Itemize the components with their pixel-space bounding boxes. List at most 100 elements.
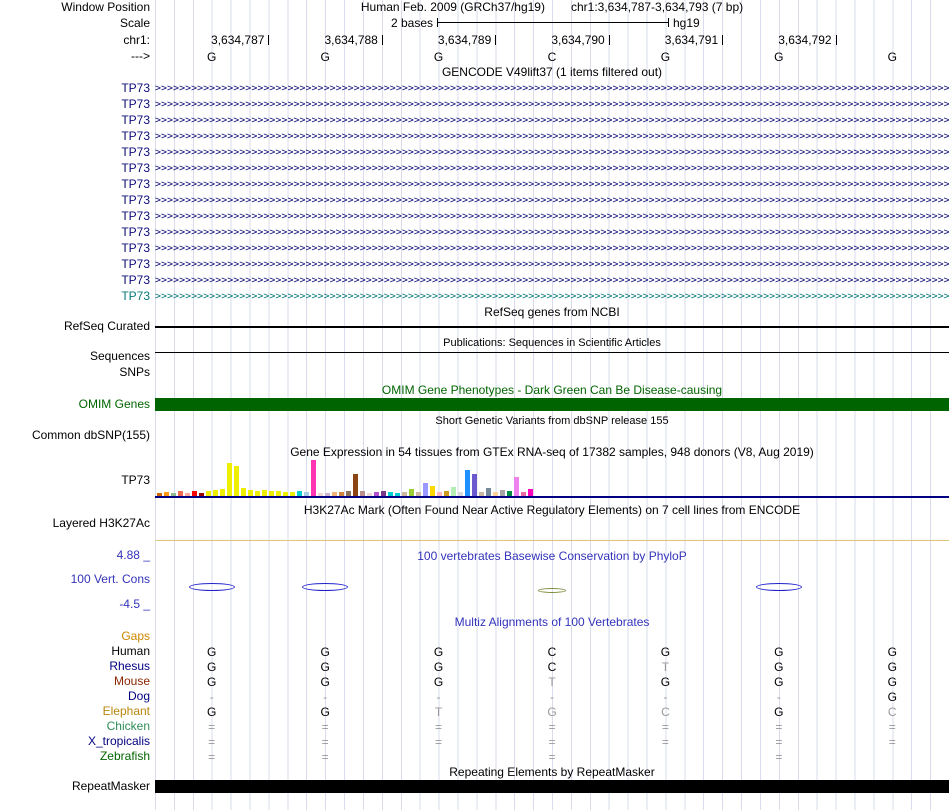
gtex-tissue-bar[interactable] [493, 492, 498, 496]
species-label-zebrafish[interactable]: Zebrafish [99, 749, 150, 763]
track-label-100-vert-cons[interactable]: 100 Vert. Cons [70, 572, 150, 586]
gene-item[interactable]: >>>>>>>>>>>>>>>>>>>>>>>>>>>>>>>>>>>>>>>>… [155, 131, 949, 142]
gtex-tissue-bar[interactable] [185, 493, 190, 496]
track-title-dbsnp[interactable]: Short Genetic Variants from dbSNP releas… [435, 415, 669, 427]
gene-item[interactable]: >>>>>>>>>>>>>>>>>>>>>>>>>>>>>>>>>>>>>>>>… [155, 259, 949, 270]
gtex-tissue-bar[interactable] [255, 491, 260, 496]
gene-item[interactable]: >>>>>>>>>>>>>>>>>>>>>>>>>>>>>>>>>>>>>>>>… [155, 243, 949, 254]
gtex-tissue-bar[interactable] [311, 460, 316, 496]
gtex-tissue-bar[interactable] [304, 492, 309, 496]
gtex-tissue-bar[interactable] [472, 474, 477, 496]
species-label-chicken[interactable]: Chicken [106, 719, 150, 733]
gene-item-label[interactable]: TP73 [121, 113, 150, 127]
track-title-repeatmasker[interactable]: Repeating Elements by RepeatMasker [449, 765, 655, 779]
gtex-tissue-bar[interactable] [423, 483, 428, 496]
track-title-conservation[interactable]: 100 vertebrates Basewise Conservation by… [417, 549, 687, 563]
species-label-rhesus[interactable]: Rhesus [109, 659, 150, 673]
gtex-tissue-bar[interactable] [276, 491, 281, 496]
gtex-tissue-bar[interactable] [402, 492, 407, 496]
track-title-h3k27ac[interactable]: H3K27Ac Mark (Often Found Near Active Re… [303, 503, 801, 517]
gtex-tissue-bar[interactable] [444, 491, 449, 496]
gtex-tissue-bar[interactable] [367, 493, 372, 496]
gtex-tissue-bar[interactable] [479, 492, 484, 496]
gene-item-label[interactable]: TP73 [121, 225, 150, 239]
gtex-tissue-bar[interactable] [346, 491, 351, 496]
gtex-tissue-bar[interactable] [171, 493, 176, 496]
track-label-gtex-gene[interactable]: TP73 [121, 473, 150, 487]
gtex-tissue-bar[interactable] [332, 492, 337, 496]
gene-item-label[interactable]: TP73 [121, 129, 150, 143]
species-label-human[interactable]: Human [111, 644, 150, 658]
gene-item-label[interactable]: TP73 [121, 161, 150, 175]
gene-item-label[interactable]: TP73 [121, 257, 150, 271]
refseq-track-line[interactable] [155, 326, 949, 328]
gene-item[interactable]: >>>>>>>>>>>>>>>>>>>>>>>>>>>>>>>>>>>>>>>>… [155, 147, 949, 158]
gtex-tissue-bar[interactable] [360, 491, 365, 496]
gtex-tissue-bar[interactable] [297, 491, 302, 496]
gene-item-label[interactable]: TP73 [121, 209, 150, 223]
gtex-tissue-bar[interactable] [528, 489, 533, 496]
track-title-publications[interactable]: Publications: Sequences in Scientific Ar… [443, 337, 661, 349]
gtex-tissue-bar[interactable] [269, 491, 274, 496]
gene-item[interactable]: >>>>>>>>>>>>>>>>>>>>>>>>>>>>>>>>>>>>>>>>… [155, 195, 949, 206]
gtex-tissue-bar[interactable] [206, 491, 211, 496]
track-label-repeatmasker[interactable]: RepeatMasker [71, 779, 150, 793]
gene-item-label[interactable]: TP73 [121, 241, 150, 255]
gtex-tissue-bar[interactable] [451, 487, 456, 496]
track-title-gencode[interactable]: GENCODE V49lift37 (1 items filtered out) [441, 65, 663, 79]
gtex-tissue-bar[interactable] [199, 493, 204, 496]
gtex-tissue-bar[interactable] [283, 492, 288, 496]
track-label-sequences[interactable]: Sequences [89, 349, 150, 363]
gtex-tissue-bar[interactable] [234, 466, 239, 496]
track-label-common-dbsnp[interactable]: Common dbSNP(155) [31, 428, 150, 442]
gtex-tissue-bar[interactable] [507, 491, 512, 496]
gtex-tissue-bar[interactable] [416, 492, 421, 496]
gtex-tissue-bar[interactable] [465, 470, 470, 496]
gene-item[interactable]: >>>>>>>>>>>>>>>>>>>>>>>>>>>>>>>>>>>>>>>>… [155, 211, 949, 222]
gene-item[interactable]: >>>>>>>>>>>>>>>>>>>>>>>>>>>>>>>>>>>>>>>>… [155, 291, 949, 302]
gene-item-label[interactable]: TP73 [121, 273, 150, 287]
repeatmasker-bar[interactable] [155, 780, 949, 793]
gene-item-label[interactable]: TP73 [121, 97, 150, 111]
species-label-elephant[interactable]: Elephant [102, 704, 150, 718]
gtex-tissue-bar[interactable] [521, 492, 526, 496]
gene-item[interactable]: >>>>>>>>>>>>>>>>>>>>>>>>>>>>>>>>>>>>>>>>… [155, 115, 949, 126]
gtex-tissue-bar[interactable] [157, 493, 162, 496]
gtex-tissue-bar[interactable] [227, 463, 232, 496]
gtex-tissue-bar[interactable] [353, 474, 358, 496]
gtex-tissue-bar[interactable] [164, 492, 169, 496]
species-label-x_tropicalis[interactable]: X_tropicalis [87, 734, 150, 748]
track-label-snps[interactable]: SNPs [119, 365, 150, 379]
gtex-tissue-bar[interactable] [458, 492, 463, 496]
gtex-tissue-bar[interactable] [430, 486, 435, 496]
track-title-multiz[interactable]: Multiz Alignments of 100 Vertebrates [454, 615, 650, 629]
gtex-tissue-bar[interactable] [192, 491, 197, 496]
track-label-omim-genes[interactable]: OMIM Genes [78, 397, 150, 411]
publications-track-line[interactable] [155, 352, 949, 353]
gtex-tissue-bar[interactable] [339, 492, 344, 496]
gtex-tissue-bar[interactable] [213, 490, 218, 496]
gtex-tissue-bar[interactable] [290, 492, 295, 496]
gtex-tissue-bar[interactable] [514, 477, 519, 496]
gtex-tissue-bar[interactable] [374, 492, 379, 496]
species-label-mouse[interactable]: Mouse [113, 674, 150, 688]
gtex-tissue-bar[interactable] [388, 492, 393, 496]
gene-item[interactable]: >>>>>>>>>>>>>>>>>>>>>>>>>>>>>>>>>>>>>>>>… [155, 163, 949, 174]
gene-item[interactable]: >>>>>>>>>>>>>>>>>>>>>>>>>>>>>>>>>>>>>>>>… [155, 179, 949, 190]
species-label-gaps[interactable]: Gaps [121, 629, 150, 643]
track-title-refseq[interactable]: RefSeq genes from NCBI [484, 305, 620, 319]
gtex-tissue-bar[interactable] [220, 489, 225, 496]
gtex-tissue-bar[interactable] [381, 491, 386, 496]
gtex-tissue-bar[interactable] [248, 490, 253, 496]
species-label-dog[interactable]: Dog [127, 689, 150, 703]
gtex-tissue-bar[interactable] [262, 490, 267, 496]
gene-item-label[interactable]: TP73 [121, 289, 150, 303]
gtex-tissue-bar[interactable] [325, 493, 330, 496]
gene-item-label[interactable]: TP73 [121, 145, 150, 159]
gtex-tissue-bar[interactable] [409, 489, 414, 496]
track-title-gtex[interactable]: Gene Expression in 54 tissues from GTEx … [290, 445, 814, 459]
omim-gene-bar[interactable] [155, 398, 949, 411]
gtex-tissue-bar[interactable] [395, 493, 400, 496]
track-title-omim[interactable]: OMIM Gene Phenotypes - Dark Green Can Be… [381, 383, 723, 397]
gene-item[interactable]: >>>>>>>>>>>>>>>>>>>>>>>>>>>>>>>>>>>>>>>>… [155, 275, 949, 286]
